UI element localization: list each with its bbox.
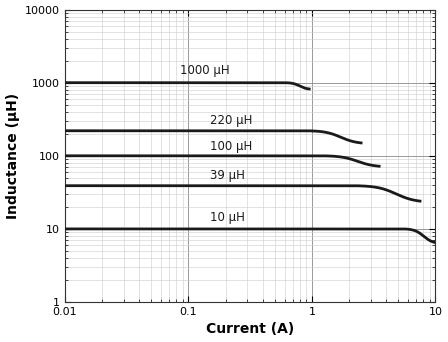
Text: 39 μH: 39 μH	[210, 169, 245, 182]
Y-axis label: Inductance (μH): Inductance (μH)	[5, 93, 20, 219]
X-axis label: Current (A): Current (A)	[206, 323, 294, 337]
Text: 1000 μH: 1000 μH	[180, 64, 229, 77]
Text: 10 μH: 10 μH	[210, 211, 245, 224]
Text: 220 μH: 220 μH	[210, 114, 253, 127]
Text: 100 μH: 100 μH	[210, 140, 253, 153]
